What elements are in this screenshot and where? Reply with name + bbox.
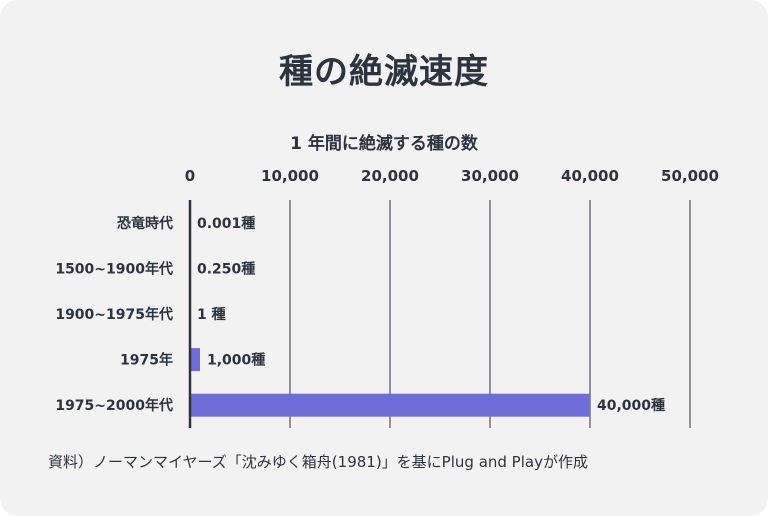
source-note: 資料）ノーマンマイヤーズ「沈みゆく箱舟(1981)」を基にPlug and Pl… <box>48 453 588 471</box>
data-label: 1 種 <box>197 306 226 323</box>
bar <box>190 393 590 417</box>
category-label: 恐竜時代 <box>117 215 173 232</box>
data-label: 0.250種 <box>197 260 255 277</box>
data-label: 1,000種 <box>207 352 265 369</box>
x-tick-label: 10,000 <box>261 167 319 185</box>
bar <box>190 348 200 372</box>
data-label: 40,000種 <box>597 397 665 414</box>
category-label: 1500~1900年代 <box>55 260 173 277</box>
x-tick-label: 0 <box>185 167 195 185</box>
chart-title: 種の絶滅速度 <box>279 52 489 92</box>
x-tick-label: 40,000 <box>561 167 619 185</box>
x-tick-label: 20,000 <box>361 167 419 185</box>
category-label: 1900~1975年代 <box>55 306 173 323</box>
category-label: 1975年 <box>120 352 173 369</box>
x-tick-label: 30,000 <box>461 167 519 185</box>
data-label: 0.001種 <box>197 215 255 232</box>
chart-subtitle: 1 年間に絶滅する種の数 <box>290 134 478 154</box>
category-label: 1975~2000年代 <box>55 397 173 414</box>
x-tick-label: 50,000 <box>661 167 719 185</box>
